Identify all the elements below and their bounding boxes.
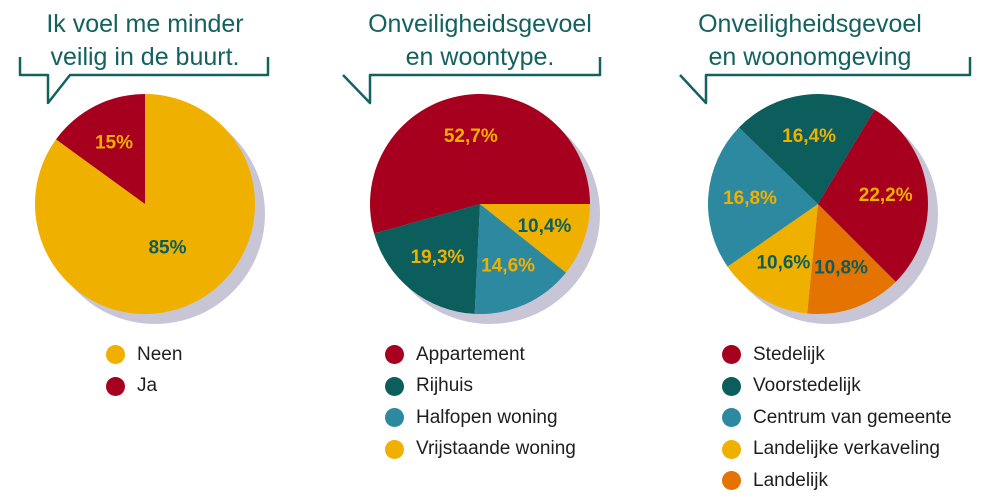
- data-label-appartement: 52,7%: [444, 126, 498, 147]
- pie-slice-appartement: [370, 93, 590, 234]
- pie-slice-ja: [56, 94, 145, 204]
- pie-slice-landelijke-verkaveling: [727, 204, 818, 314]
- legend-item-centrum-van-gemeente: Centrum van gemeente: [722, 402, 952, 434]
- legend-label: Rijhuis: [416, 375, 474, 397]
- pie-chart-3: 10,8%10,6% 16,8% 16,4% 22,2%: [708, 94, 938, 324]
- legend-item-neen: Neen: [106, 339, 182, 371]
- legend-label: Neen: [137, 343, 183, 365]
- legend-dot-icon: [385, 439, 404, 459]
- pie-slice-landelijk: [807, 204, 896, 314]
- legend-dot-icon: [385, 408, 404, 428]
- legend-label: Centrum van gemeente: [753, 406, 952, 428]
- chart-title-1: Ik voel me minder veilig in de buurt.: [46, 10, 244, 71]
- data-label-voorstedelijk: 16,4%: [782, 126, 836, 147]
- legend-dot-icon: [106, 376, 125, 396]
- legend-dot-icon: [722, 408, 741, 428]
- legend-label: Ja: [137, 375, 158, 397]
- legend-label: Landelijk: [753, 469, 828, 491]
- chart-title-2: Onveiligheidsgevoel en woontype.: [368, 10, 592, 71]
- legend-1: Neen Ja: [106, 339, 182, 402]
- legend-dot-icon: [722, 439, 741, 459]
- legend-label: Landelijke verkaveling: [753, 438, 940, 460]
- legend-item-rijhuis: Rijhuis: [385, 371, 576, 403]
- pie-slice-vrijstaande-woning: [480, 204, 590, 273]
- pie-slice-rijhuis: [374, 204, 480, 314]
- pie-slice-halfopen-woning: [474, 204, 566, 314]
- panel-woonomgeving: Onveiligheidsgevoel en woonomgeving 10,8…: [670, 0, 1000, 504]
- legend-label: Halfopen woning: [416, 406, 558, 428]
- legend-dot-icon: [722, 471, 741, 491]
- panel-woontype: Onveiligheidsgevoel en woontype. 52,7% 19…: [340, 0, 670, 504]
- speech-bubble-icon: [679, 57, 972, 105]
- legend-item-landelijk: Landelijk: [722, 465, 952, 497]
- panel-buurt: Ik voel me minder veilig in de buurt. 85…: [0, 0, 330, 504]
- data-label-neen: 85%: [148, 238, 186, 259]
- legend-2: Appartement Rijhuis Halfopen woning Vrijsta…: [385, 339, 576, 465]
- pie-slice-neen: [34, 94, 255, 314]
- data-label-centrum-van-gemeente: 16,8%: [723, 188, 777, 209]
- pie-slice-voorstedelijk: [738, 94, 875, 204]
- legend-item-landelijke-verkaveling: Landelijke verkaveling: [722, 434, 952, 466]
- legend-dot-icon: [385, 376, 404, 396]
- legend-item-ja: Ja: [106, 371, 182, 403]
- legend-dot-icon: [722, 376, 741, 396]
- legend-item-halfopen-woning: Halfopen woning: [385, 402, 576, 434]
- legend-dot-icon: [106, 345, 125, 365]
- legend-label: Voorstedelijk: [753, 375, 861, 397]
- pie-slice-centrum-van-gemeente: [708, 127, 818, 267]
- data-label-landelijk: 10,8%: [814, 258, 868, 279]
- legend-item-appartement: Appartement: [385, 339, 576, 371]
- data-label-landelijke-verkaveling: 10,6%: [756, 252, 810, 273]
- data-label-vrijstaande-woning: 10,4%: [517, 216, 571, 237]
- speech-bubble-icon: [342, 57, 602, 105]
- data-label-rijhuis: 19,3%: [411, 247, 465, 268]
- data-label-halfopen-woning: 14,6%: [481, 256, 535, 277]
- chart-title-3: Onveiligheidsgevoel en woonomgeving: [698, 10, 922, 71]
- legend-item-vrijstaande-woning: Vrijstaande woning: [385, 434, 576, 466]
- legend-item-stedelijk: Stedelijk: [722, 339, 952, 371]
- speech-bubble-icon: [18, 57, 270, 105]
- data-label-ja: 15%: [95, 133, 133, 154]
- legend-dot-icon: [385, 345, 404, 365]
- pie-chart-2: 52,7% 19,3% 14,6% 10,4%: [370, 93, 600, 324]
- pie-slice-stedelijk: [818, 109, 928, 282]
- legend-label: Vrijstaande woning: [416, 438, 576, 460]
- legend-item-voorstedelijk: Voorstedelijk: [722, 371, 952, 403]
- data-label-stedelijk: 22,2%: [859, 185, 913, 206]
- pie-chart-1: 85% 15%: [34, 94, 265, 324]
- legend-label: Appartement: [416, 343, 525, 365]
- legend-dot-icon: [722, 345, 741, 365]
- legend-3: Stedelijk Voorstedelijk Centrum van gemeen…: [722, 339, 952, 497]
- legend-label: Stedelijk: [753, 343, 825, 365]
